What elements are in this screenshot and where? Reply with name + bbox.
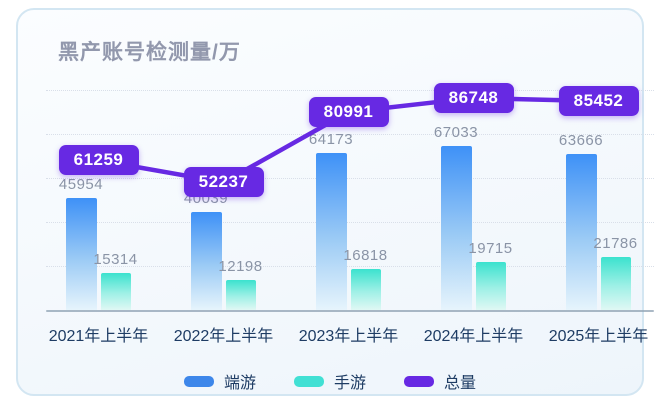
x-axis-label: 2023年上半年 (298, 328, 399, 345)
x-axis-label: 2024年上半年 (423, 328, 524, 345)
bar-value-label: 16818 (343, 246, 388, 264)
bar-value-label: 45954 (58, 175, 104, 193)
total-value-badge: 86748 (433, 82, 514, 113)
bar-value-label: 19715 (468, 239, 513, 257)
bar-端游-2022年上半年 (190, 212, 222, 310)
gridline (46, 178, 654, 179)
x-axis-label: 2022年上半年 (173, 328, 274, 345)
legend-label-total: 总量 (444, 375, 477, 392)
pc-games-swatch-icon (183, 375, 214, 387)
mobile-games-swatch-icon (293, 375, 324, 387)
plot-area: 45954 40039 64173 67033 63666 15314 12198 16818… (18, 10, 654, 394)
gridline (46, 222, 654, 223)
x-axis-label: 2021年上半年 (48, 328, 149, 345)
total-value-badge: 52237 (183, 167, 264, 198)
gridline (46, 90, 654, 91)
total-swatch-icon (404, 375, 434, 387)
total-value-badge: 85452 (558, 86, 639, 117)
legend: 端游 手游 总量 (18, 366, 642, 396)
bar-手游-2025年上半年 (600, 256, 631, 310)
bar-端游-2021年上半年 (65, 197, 97, 310)
bar-value-label: 12198 (218, 258, 263, 276)
legend-label-pc-games: 端游 (223, 375, 256, 392)
bar-端游-2024年上半年 (440, 146, 472, 310)
bar-value-label: 67033 (433, 124, 479, 142)
bar-手游-2024年上半年 (475, 261, 506, 310)
bar-手游-2022年上半年 (225, 280, 256, 310)
legend-item-pc-games[interactable]: 端游 (183, 369, 256, 393)
bar-value-label: 21786 (593, 234, 638, 252)
bar-手游-2021年上半年 (100, 272, 131, 310)
chart-card: 黑产账号检测量/万 45954 40039 64173 67033 63666 15314… (16, 8, 654, 396)
bar-端游-2023年上半年 (315, 153, 347, 310)
gridline (46, 266, 654, 267)
legend-item-mobile-games[interactable]: 手游 (293, 369, 366, 393)
chart-title: 黑产账号检测量/万 (58, 41, 241, 64)
legend-label-mobile-games: 手游 (333, 375, 366, 392)
bar-value-label: 15314 (93, 250, 138, 268)
x-axis-label: 2025年上半年 (548, 328, 649, 345)
total-value-badge: 80991 (308, 97, 389, 128)
bar-value-label: 63666 (558, 132, 604, 150)
bar-端游-2025年上半年 (565, 154, 597, 310)
bar-value-label: 64173 (308, 131, 354, 149)
legend-item-total[interactable]: 总量 (404, 369, 476, 393)
total-value-badge: 61259 (58, 145, 139, 176)
x-axis-line (46, 310, 654, 312)
bar-手游-2023年上半年 (350, 268, 381, 310)
